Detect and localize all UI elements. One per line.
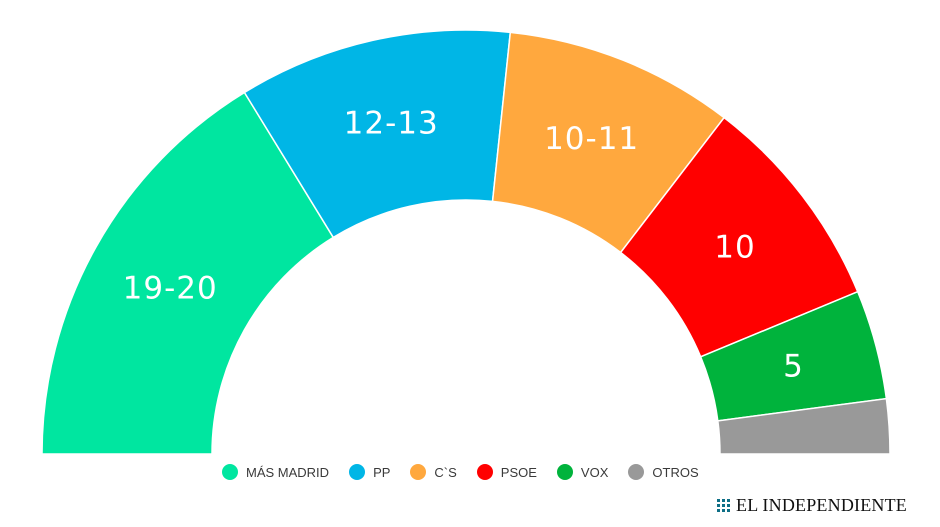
legend-label: MÁS MADRID: [246, 464, 330, 480]
legend-item: OTROS: [628, 464, 699, 480]
legend-label: PP: [373, 464, 391, 480]
brand-grid-icon: [717, 498, 730, 512]
legend-swatch: [476, 464, 493, 480]
legend-swatch: [556, 464, 573, 480]
hemicycle-chart: 19-20 12-13 10-11 10 5: [41, 29, 891, 455]
legend: MÁS MADRID PP C`S PSOE VOX OTROS: [222, 462, 719, 482]
legend-label: PSOE: [500, 464, 537, 480]
brand-logo: EL INDEPENDIENTE: [717, 494, 907, 516]
legend-swatch: [410, 464, 427, 480]
slice-label: 12-13: [344, 105, 439, 141]
slice-otros: [716, 397, 891, 455]
slice-label: 5: [783, 348, 804, 384]
legend-item: PSOE: [476, 464, 537, 480]
legend-item: C`S: [410, 464, 457, 480]
slice-label: 10-11: [544, 121, 639, 157]
legend-label: C`S: [434, 464, 457, 480]
legend-label: OTROS: [652, 464, 699, 480]
legend-swatch: [628, 464, 645, 480]
slice-label: 19-20: [123, 270, 218, 306]
slice-m-s-madrid: [41, 91, 335, 455]
legend-item: PP: [349, 464, 390, 480]
legend-label: VOX: [580, 464, 609, 480]
legend-swatch: [222, 464, 238, 480]
slice-label: 10: [714, 230, 755, 266]
legend-item: MÁS MADRID: [222, 464, 329, 480]
legend-item: VOX: [556, 464, 609, 480]
brand-name: EL INDEPENDIENTE: [736, 494, 907, 515]
legend-swatch: [349, 464, 366, 480]
